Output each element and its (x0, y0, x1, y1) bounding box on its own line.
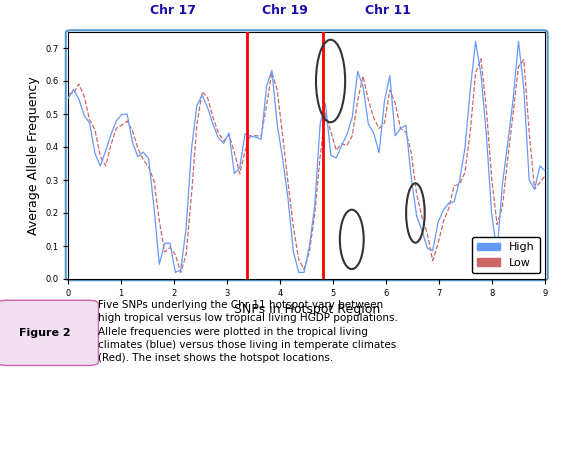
Legend: High, Low: High, Low (472, 237, 540, 274)
Text: Five SNPs underlying the Chr 11 hotspot vary between
high tropical versus low tr: Five SNPs underlying the Chr 11 hotspot … (98, 300, 398, 363)
Text: Chr 17: Chr 17 (150, 4, 196, 17)
Text: Chr 11: Chr 11 (365, 4, 411, 17)
FancyBboxPatch shape (66, 30, 548, 280)
Text: Chr 19: Chr 19 (262, 4, 308, 17)
Text: Figure 2: Figure 2 (19, 328, 71, 338)
FancyBboxPatch shape (0, 300, 98, 365)
Y-axis label: Average Allele Frequency: Average Allele Frequency (27, 76, 40, 234)
X-axis label: SNPs in Hotspot Region: SNPs in Hotspot Region (233, 303, 380, 316)
